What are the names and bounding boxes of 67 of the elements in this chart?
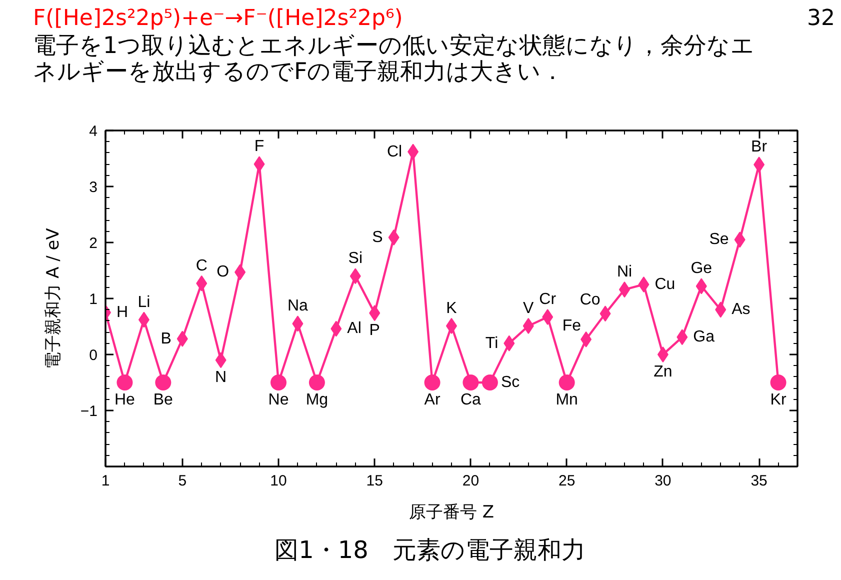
x-tick-label: 25: [558, 472, 576, 490]
annotation: Se: [709, 231, 729, 248]
annotation: Cr: [539, 290, 557, 308]
text: 32: [807, 6, 835, 32]
annotation: P: [369, 322, 380, 340]
y-tick-label: −1: [80, 403, 98, 420]
annotation: Na: [287, 298, 308, 315]
annotation: O: [216, 264, 230, 281]
annotation: Ca: [460, 392, 482, 408]
annotation: K: [446, 300, 458, 317]
point: [558, 374, 575, 390]
annotation: Be: [153, 392, 174, 408]
point: [462, 374, 479, 390]
annotation: H: [116, 304, 128, 321]
point: [270, 374, 286, 390]
annotation: B: [160, 330, 172, 348]
x-tick-label: 30: [654, 472, 672, 490]
x-tick-label: 1: [101, 472, 110, 490]
point: [770, 374, 786, 390]
y-axis-title: 電子親和力 A / eV: [43, 228, 64, 369]
x-axis-title: 原子番号 Z: [408, 502, 494, 522]
annotation: Ni: [616, 264, 632, 281]
annotation: Li: [138, 294, 150, 311]
x-tick-label: 5: [178, 472, 187, 490]
annotation: V: [523, 300, 534, 317]
x-tick-label: 35: [750, 472, 768, 490]
annotation: Ar: [424, 392, 441, 408]
annotation: Cl: [386, 143, 402, 160]
annotation: C: [196, 257, 208, 274]
annotation: Ge: [690, 260, 712, 278]
x-tick-label: 15: [366, 472, 383, 490]
y-tick-label: 1: [89, 291, 98, 308]
point: [482, 374, 498, 390]
annotation: Al: [347, 320, 362, 338]
x-tick-label: 10: [270, 472, 287, 490]
annotation: He: [114, 392, 136, 408]
point: [638, 276, 650, 292]
point: [116, 374, 133, 390]
chart-title: F([He]2s²2p⁵)+e⁻→F⁻([He]2s²2p⁶): [33, 6, 403, 32]
annotation: Sc: [500, 374, 520, 391]
point: [155, 374, 172, 390]
annotation: Kr: [770, 392, 787, 408]
annotation: Si: [348, 250, 363, 268]
annotation: Ga: [693, 328, 715, 346]
annotation: Ne: [268, 392, 289, 408]
annotation: As: [732, 301, 750, 318]
y-tick-label: 0: [89, 347, 98, 364]
annotation: S: [372, 228, 383, 246]
annotation: Co: [580, 292, 600, 309]
annotation: Fe: [562, 317, 582, 334]
annotation: Mg: [306, 392, 328, 408]
point: [308, 374, 325, 390]
point: [424, 374, 440, 390]
annotation: Zn: [654, 364, 672, 380]
annotation: N: [215, 369, 227, 386]
y-tick-label: 3: [89, 179, 98, 196]
y-tick-label: 2: [89, 235, 98, 252]
point: [657, 346, 668, 362]
annotation: F: [254, 138, 264, 156]
annotation: Ti: [485, 334, 498, 352]
annotation: Cu: [654, 276, 676, 293]
x-tick-label: 20: [462, 472, 480, 490]
chart-subtitle: 電子を1つ取り込むとエネルギーの低い安定な状態になり，余分なエネルギーを放出するのでFの電子親和力は大きい．: [33, 33, 756, 85]
annotation: Mn: [556, 392, 578, 408]
y-tick-label: 4: [89, 123, 98, 140]
caption: 図1・18 元素の電子親和力: [274, 536, 586, 565]
annotation: Br: [751, 138, 768, 156]
